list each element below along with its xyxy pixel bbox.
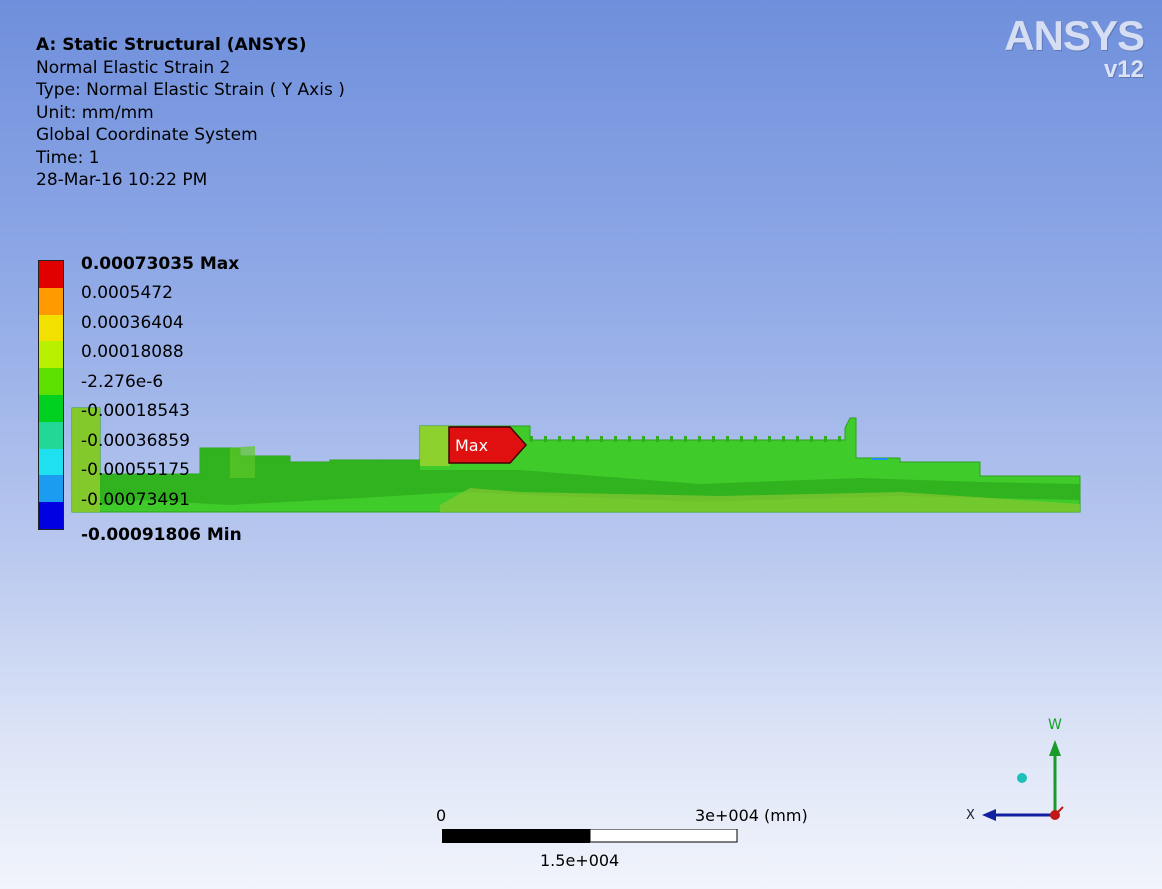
legend-swatch-4 bbox=[39, 341, 63, 369]
legend-label: -0.00036859 bbox=[81, 431, 190, 451]
legend-label: -0.00018543 bbox=[81, 401, 190, 421]
result-type: Type: Normal Elastic Strain ( Y Axis ) bbox=[36, 80, 345, 100]
result-unit: Unit: mm/mm bbox=[36, 102, 154, 123]
ansys-logo: ANSYS v12 bbox=[1004, 12, 1145, 83]
result-time: Time: 1 bbox=[36, 147, 100, 168]
legend-label: 0.0005472 bbox=[81, 283, 173, 303]
scale-min-label: 0 bbox=[436, 806, 447, 825]
triad-z-axis bbox=[1054, 806, 1064, 816]
model-region-yellow-cap bbox=[230, 446, 255, 478]
legend-label: -2.276e-6 bbox=[81, 372, 164, 392]
result-header: A: Static Structural (ANSYS) Normal Elas… bbox=[36, 34, 345, 192]
axis-triad[interactable]: W X bbox=[960, 700, 1090, 830]
max-probe-label: Max bbox=[455, 436, 489, 455]
analysis-title: A: Static Structural (ANSYS) bbox=[36, 35, 307, 55]
triad-y-arrow bbox=[1049, 740, 1061, 756]
scale-mid-label: 1.5e+004 bbox=[540, 851, 620, 870]
legend-label: 0.00018088 bbox=[81, 342, 184, 362]
legend-label-min: -0.00091806 Min bbox=[81, 525, 242, 545]
max-probe-flag[interactable] bbox=[448, 426, 528, 464]
legend-swatch-9 bbox=[39, 475, 63, 503]
legend-swatch-5 bbox=[39, 368, 63, 395]
result-name: Normal Elastic Strain 2 bbox=[36, 57, 231, 78]
coordinate-system: Global Coordinate System bbox=[36, 125, 258, 145]
model-region-dark bbox=[100, 448, 1080, 505]
legend-label: -0.00073491 bbox=[81, 490, 190, 510]
legend-swatch-7 bbox=[39, 421, 63, 449]
scale-max-label: 3e+004 (mm) bbox=[695, 806, 808, 825]
triad-y-label: W bbox=[1048, 717, 1062, 733]
logo-version: v12 bbox=[1103, 56, 1144, 83]
legend-swatch-6 bbox=[39, 394, 63, 422]
scale-ruler bbox=[442, 829, 738, 843]
legend-label: -0.00055175 bbox=[81, 460, 190, 480]
legend-swatch-3 bbox=[39, 314, 63, 342]
model-region-yellow-bottom bbox=[440, 488, 1080, 512]
triad-x-arrow bbox=[982, 809, 996, 821]
legend-swatch-8 bbox=[39, 448, 63, 476]
legend-color-bar bbox=[38, 260, 64, 530]
triad-x-label: X bbox=[966, 808, 975, 823]
legend-swatch-2 bbox=[39, 287, 63, 315]
legend-swatch-10 bbox=[39, 502, 63, 529]
result-timestamp: 28-Mar-16 10:22 PM bbox=[36, 170, 208, 190]
model-region-yellow-left bbox=[72, 408, 100, 512]
logo-brand: ANSYS bbox=[1004, 12, 1145, 59]
model-region-yellow-max bbox=[420, 426, 450, 466]
legend-label-max: 0.00073035 Max bbox=[81, 254, 240, 274]
legend-label: 0.00036404 bbox=[81, 313, 184, 333]
triad-iso-ball bbox=[1017, 773, 1027, 783]
legend-swatch-1 bbox=[39, 261, 63, 288]
model-teeth bbox=[530, 436, 841, 442]
